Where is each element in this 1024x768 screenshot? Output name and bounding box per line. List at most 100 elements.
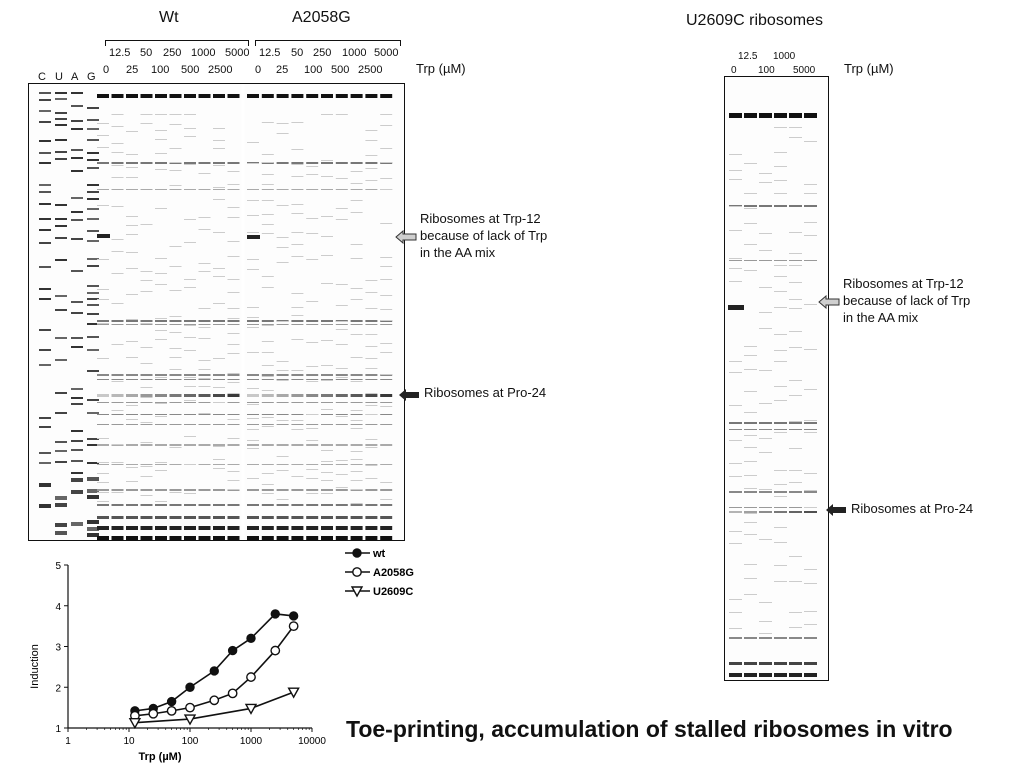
- data-point: [209, 695, 220, 706]
- annotation-line: because of lack of Trp: [420, 228, 548, 243]
- legend-label: A2058G: [373, 567, 414, 579]
- series-a2058g: [130, 621, 299, 721]
- seq-lane-label: C: [38, 71, 46, 83]
- annotation-line: Ribosomes at Trp-12: [420, 211, 541, 226]
- pro24-band: [227, 394, 240, 397]
- annotation-line: in the AA mix: [843, 310, 919, 325]
- gel-texture: [728, 113, 817, 677]
- black-arrow-icon: [399, 389, 419, 401]
- slide-title: Toe-printing, accumulation of stalled ri…: [346, 716, 953, 742]
- gel-image-right: [724, 76, 829, 681]
- pro24-band: [126, 394, 138, 397]
- gel-texture: [39, 84, 393, 540]
- conc-label: 12.5: [259, 47, 281, 59]
- pro24-band: [321, 394, 333, 397]
- pro24-band: [350, 394, 363, 397]
- x-axis-label: Trp (µM): [139, 751, 182, 763]
- conc-label: 2500: [358, 64, 383, 76]
- pro24-band: [744, 511, 757, 513]
- data-point: [227, 645, 238, 656]
- conc-label: 2500: [208, 64, 233, 76]
- pro24-band: [729, 511, 742, 513]
- data-point: [128, 718, 142, 730]
- pro24-band: [276, 394, 289, 397]
- pro24-band: [759, 511, 772, 513]
- bracket-a2058g: [255, 40, 401, 46]
- conc-label: 0: [731, 65, 737, 76]
- data-point: [183, 714, 197, 726]
- trp-unit-label: Trp (µM): [416, 61, 466, 76]
- pro24-band: [380, 394, 393, 397]
- conc-label: 50: [291, 47, 304, 59]
- conc-label: 5000: [374, 47, 399, 59]
- bracket-wt: [105, 40, 249, 46]
- legend-label: U2609C: [373, 586, 413, 598]
- pro24-band: [198, 394, 211, 397]
- y-tick-label: 2: [55, 683, 61, 694]
- pro24-band: [291, 394, 304, 397]
- conc-label: 500: [331, 64, 350, 76]
- arrow-annotation-pro24: Ribosomes at Pro-24: [851, 501, 974, 516]
- arrow-annotation-trp12: Ribosomes at Trp-12 because of lack of T…: [843, 275, 970, 326]
- x-tick-label: 10000: [298, 736, 326, 747]
- y-tick-label: 1: [55, 724, 61, 735]
- conc-label: 0: [255, 64, 262, 76]
- gray-arrow-icon: [818, 295, 840, 309]
- pro24-band: [155, 394, 167, 397]
- data-point: [288, 611, 299, 621]
- pro24-band: [97, 394, 109, 397]
- conc-label: 12.5: [109, 47, 131, 59]
- pro24-band: [184, 394, 196, 397]
- data-point: [288, 621, 299, 632]
- conc-label: 1000: [773, 51, 796, 62]
- gel-bands-right: [728, 113, 817, 677]
- conc-label: 0: [103, 64, 110, 76]
- seq-lane-label: A: [71, 71, 79, 83]
- trp12-band: [247, 235, 260, 239]
- conc-label: 100: [151, 64, 170, 76]
- trp12-band: [728, 305, 744, 310]
- induction-chart: 1 10 100 1000 10000 1 2 3 4 5 Trp (µM) Induction wt A…: [29, 548, 414, 763]
- gel-image-left: [28, 83, 405, 541]
- seq-lane-label: U: [55, 71, 63, 83]
- arrow-annotation-pro24: Ribosomes at Pro-24: [424, 385, 547, 400]
- pro24-band: [111, 394, 124, 397]
- conc-label: 1000: [191, 47, 216, 59]
- legend-marker: [352, 548, 362, 558]
- data-point: [287, 687, 300, 699]
- series-line: [134, 691, 294, 724]
- conc-label: 1000: [342, 47, 367, 59]
- gray-arrow-icon: [395, 230, 417, 244]
- conc-label: 50: [140, 47, 153, 59]
- conc-label: 250: [313, 47, 332, 59]
- pro24-band: [169, 394, 182, 397]
- x-tick-label: 100: [182, 736, 199, 747]
- conc-label: 25: [126, 64, 139, 76]
- conc-label: 500: [181, 64, 200, 76]
- conc-label: 5000: [793, 65, 816, 76]
- y-axis-label: Induction: [29, 644, 41, 689]
- pro24-band: [140, 394, 153, 397]
- legend-marker: [350, 586, 364, 598]
- gel-bands-left: [39, 84, 393, 540]
- pro24-band: [804, 511, 817, 513]
- pro24-band: [306, 394, 319, 397]
- series-u2609c: [128, 687, 300, 730]
- series-wt: [130, 609, 299, 716]
- conc-label: 100: [758, 65, 775, 76]
- pro24-band: [789, 511, 802, 513]
- legend-label: wt: [372, 548, 386, 560]
- annotation-line: Ribosomes at Trp-12: [843, 276, 964, 291]
- seq-lane-label: G: [87, 71, 96, 83]
- data-point: [227, 688, 238, 699]
- group-label-a2058g: A2058G: [292, 9, 351, 26]
- chart-legend: wt A2058G U2609C: [345, 548, 414, 598]
- y-tick-label: 3: [55, 643, 61, 654]
- data-point: [246, 633, 256, 644]
- data-point: [270, 609, 280, 619]
- x-tick-label: 1: [65, 736, 71, 747]
- pro24-band: [261, 394, 274, 397]
- trp-unit-label: Trp (µM): [844, 61, 894, 76]
- conc-label: 100: [304, 64, 323, 76]
- data-point: [246, 672, 256, 682]
